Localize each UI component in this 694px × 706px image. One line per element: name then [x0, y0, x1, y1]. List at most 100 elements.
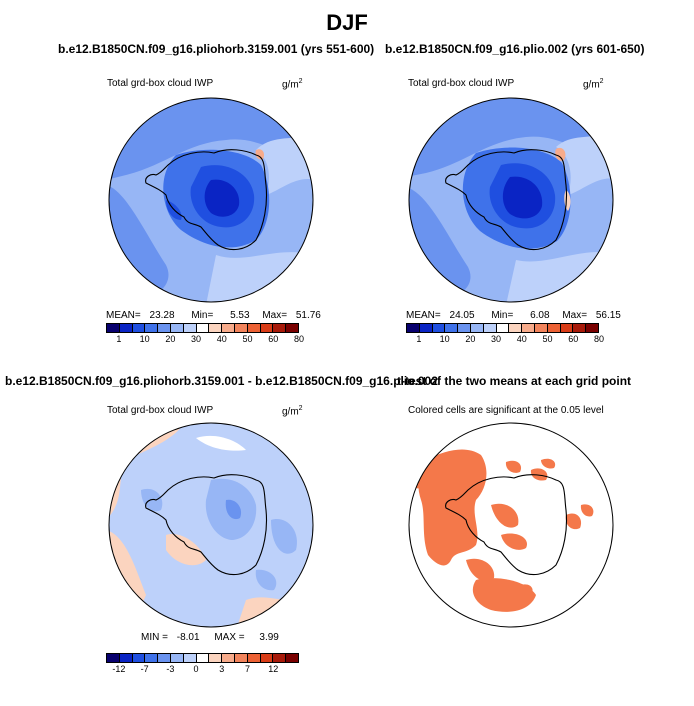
- panel4-significant-region: [418, 449, 487, 566]
- panel2-colorbar-swatch: [522, 324, 535, 332]
- panel2-colorbar-swatch: [407, 324, 420, 332]
- panel4-significant-region: [530, 468, 548, 481]
- panel4-antarctica-coast: [445, 474, 568, 576]
- panel3-max-label: MAX =: [214, 632, 245, 643]
- panel3-units: g/m2: [282, 405, 303, 418]
- panel1-map: [108, 97, 314, 303]
- panel1-colorbar-swatch: [273, 324, 287, 332]
- panel1-colorbar-swatch: [132, 324, 146, 332]
- panel2-colorbar-tick-label: 50: [542, 334, 553, 344]
- panel2-colorbar-tick-label: 20: [465, 334, 476, 344]
- panel3-field-negative: [225, 499, 242, 520]
- panel3-title: b.e12.B1850CN.f09_g16.pliohorb.3159.001 …: [5, 374, 438, 388]
- panel3-colorbar-swatch: [222, 654, 235, 662]
- panel2-colorbar-swatch: [458, 324, 471, 332]
- panel2-colorbar-swatch: [560, 324, 574, 332]
- panel1-max-label: Max=: [262, 310, 288, 321]
- panel1-colorbar-swatch: [247, 324, 261, 332]
- panel2-colorbar-swatch: [445, 324, 459, 332]
- panel1-colorbar-tick-label: 1: [116, 334, 122, 344]
- panel1-field-hot: [255, 149, 265, 160]
- panel2-map: [408, 97, 614, 303]
- panel4-map: [408, 422, 614, 628]
- panel2-min-value: 6.08: [530, 310, 550, 321]
- panel4-significant-region: [505, 460, 522, 473]
- panel1-colorbar-swatch: [234, 324, 248, 332]
- panel1-colorbar: 1 10 20 30 40 50 60 80: [106, 323, 304, 345]
- panel3-colorbar-swatch: [234, 654, 248, 662]
- panel4-significant-region: [501, 533, 527, 550]
- panel3-map-border: [108, 422, 314, 628]
- panel1-colorbar-tick-label: 50: [242, 334, 253, 344]
- panel1-colorbar-tick-label: 40: [216, 334, 227, 344]
- panel3-colorbar-tick-label: 3: [219, 664, 225, 674]
- panel2-colorbar-swatch: [470, 324, 484, 332]
- panel3-colorbar-swatch: [286, 654, 298, 662]
- panel2-mean-label: MEAN=: [406, 310, 441, 321]
- panel4-significant-region: [520, 584, 533, 597]
- panel3-min-value: -8.01: [176, 632, 200, 643]
- panel2-colorbar-tick-label: 30: [491, 334, 502, 344]
- panel1-title: b.e12.B1850CN.f09_g16.pliohorb.3159.001 …: [58, 42, 375, 56]
- panel1-colorbar-swatch: [170, 324, 184, 332]
- panel4-significant-region: [491, 503, 519, 528]
- panel1-colorbar-swatch: [222, 324, 235, 332]
- panel2-colorbar-tick-label: 80: [593, 334, 605, 344]
- panel3-colorbar-swatch: [170, 654, 184, 662]
- panel4-significant-region: [565, 513, 582, 530]
- panel2-units: g/m2: [583, 78, 604, 91]
- panel2-mean-value: 24.05: [449, 310, 475, 321]
- panel3-colorbar-tick-label: -12: [112, 664, 126, 674]
- panel1-colorbar-tick-label: 10: [139, 334, 150, 344]
- panel3-min-label: MIN =: [141, 632, 168, 643]
- panel3-colorbar-tick-label: -7: [140, 664, 149, 674]
- panel1-colorbar-tick-label: 80: [293, 334, 305, 344]
- panel2-antarctica-coast: [445, 149, 568, 251]
- panel1-mean-label: MEAN=: [106, 310, 141, 321]
- panel3-colorbar: -12 -7 -3 0 3 7 12: [106, 653, 299, 675]
- panel1-colorbar-tick-label: 60: [268, 334, 279, 344]
- panel3-colorbar-swatch: [132, 654, 146, 662]
- panel1-colorbar-swatch: [209, 324, 223, 332]
- panel1-colorbar-swatch: [158, 324, 171, 332]
- panel2-max-label: Max=: [562, 310, 588, 321]
- panel2-colorbar-swatch: [496, 324, 510, 332]
- panel2-colorbar-swatch: [586, 324, 598, 332]
- panel1-field-band: [206, 252, 313, 302]
- panel4-subtitle: Colored cells are significant at the 0.0…: [408, 405, 604, 416]
- panel4-significant-region: [472, 578, 536, 612]
- panel1-colorbar-swatch: [145, 324, 159, 332]
- panel2-field-core: [502, 176, 543, 219]
- panel2-field-band: [409, 98, 613, 177]
- panel2-colorbar-swatch: [509, 324, 523, 332]
- panel1-field-core: [204, 179, 240, 217]
- panel3-field-negative: [255, 569, 277, 591]
- panel3-field-positive: [166, 534, 206, 566]
- panel1-min-value: 5.53: [230, 310, 250, 321]
- panel3-field-positive: [236, 597, 313, 627]
- panel3-colorbar-swatch: [119, 654, 133, 662]
- panel3-colorbar-swatch: [158, 654, 171, 662]
- panel1-variable-label: Total grd-box cloud IWP: [107, 78, 214, 89]
- panel3-antarctica-coast: [145, 474, 268, 576]
- panel2-field-hot: [555, 147, 566, 161]
- panel2-colorbar-swatch: [432, 324, 446, 332]
- panel1-colorbar-swatch: [196, 324, 210, 332]
- panel3-colorbar-swatch: [183, 654, 197, 662]
- panel3-colorbar-swatch: [196, 654, 210, 662]
- panel4-title: t-test of the two means at each grid poi…: [397, 374, 632, 388]
- panel3-max-value: 3.99: [259, 632, 279, 643]
- panel2-stats: MEAN= 24.05 Min= 6.08 Max= 56.15: [406, 310, 621, 321]
- panel2-colorbar-tick-label: 60: [568, 334, 579, 344]
- panel1-min-label: Min=: [191, 310, 214, 321]
- panel2-min-label: Min=: [491, 310, 514, 321]
- panel3-field-negative: [141, 488, 163, 512]
- panel2-title: b.e12.B1850CN.f09_g16.plio.002 (yrs 601-…: [385, 42, 645, 56]
- panel1-max-value: 51.76: [295, 310, 321, 321]
- panel1-units: g/m2: [282, 78, 303, 91]
- panel2-colorbar: 1 10 20 30 40 50 60 80: [406, 323, 604, 345]
- panel3-stats: MIN = -8.01 MAX = 3.99: [141, 632, 279, 643]
- panel3-variable-label: Total grd-box cloud IWP: [107, 405, 214, 416]
- panel3-colorbar-swatch: [209, 654, 223, 662]
- panel3-field-negative: [271, 519, 297, 554]
